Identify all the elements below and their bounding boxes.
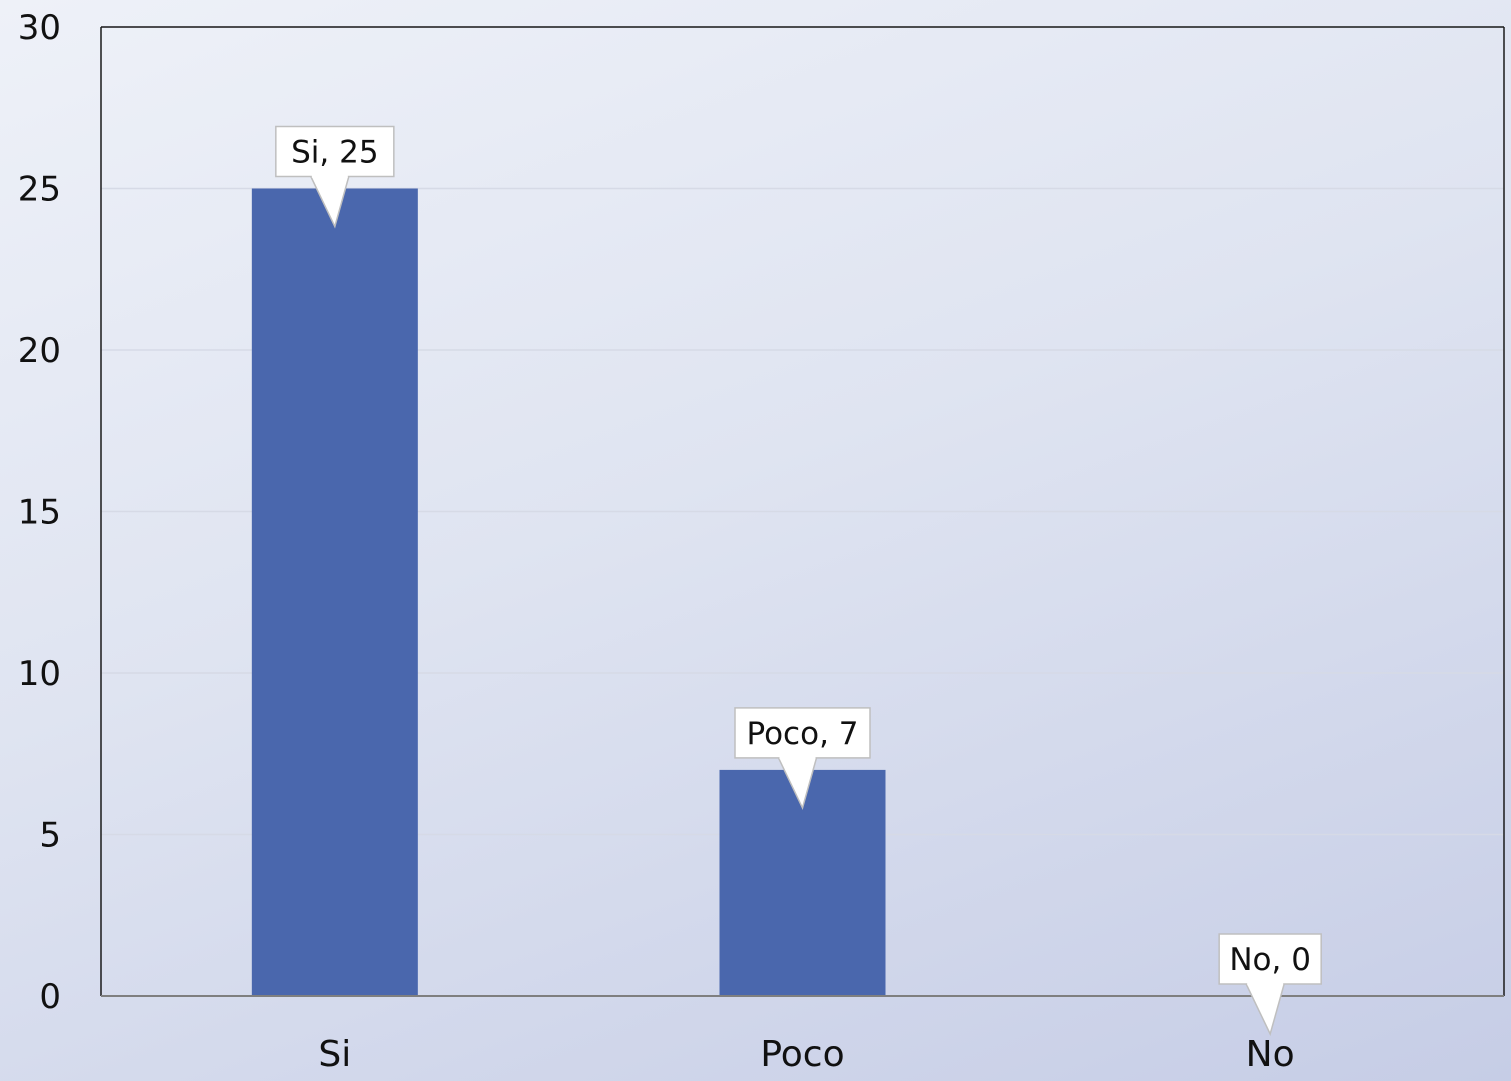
bars: [251, 188, 886, 996]
data-label-no: No, 0: [1218, 933, 1322, 1037]
data-label-text: Si, 25: [291, 135, 378, 171]
y-tick-label-25: 25: [18, 170, 61, 210]
y-tick-label-30: 30: [18, 8, 61, 48]
data-label-text: No, 0: [1229, 942, 1311, 978]
data-label-box: [734, 707, 871, 759]
x-axis-category-labels: Si Poco No: [318, 1034, 1294, 1075]
x-category-label-poco: Poco: [760, 1034, 844, 1075]
data-label-si: Si, 25: [275, 125, 395, 229]
bar-si: [251, 188, 418, 996]
y-tick-label-10: 10: [18, 654, 61, 694]
data-label-text: Poco, 7: [747, 716, 859, 752]
y-tick-label-5: 5: [39, 816, 61, 856]
x-category-label-si: Si: [318, 1034, 351, 1075]
data-label-pointer: [1244, 983, 1286, 1037]
y-tick-label-15: 15: [18, 493, 61, 533]
data-label-box: [275, 125, 395, 178]
x-category-label-no: No: [1246, 1034, 1295, 1075]
data-label-poco: Poco, 7: [734, 707, 871, 811]
y-tick-label-0: 0: [39, 977, 61, 1017]
data-label-box: [1218, 933, 1322, 985]
y-axis-tick-labels: 0 5 10 15 20 25 30: [18, 8, 61, 1017]
data-labels: Si, 25 Poco, 7 No, 0: [275, 125, 1322, 1037]
y-tick-label-20: 20: [18, 331, 61, 371]
